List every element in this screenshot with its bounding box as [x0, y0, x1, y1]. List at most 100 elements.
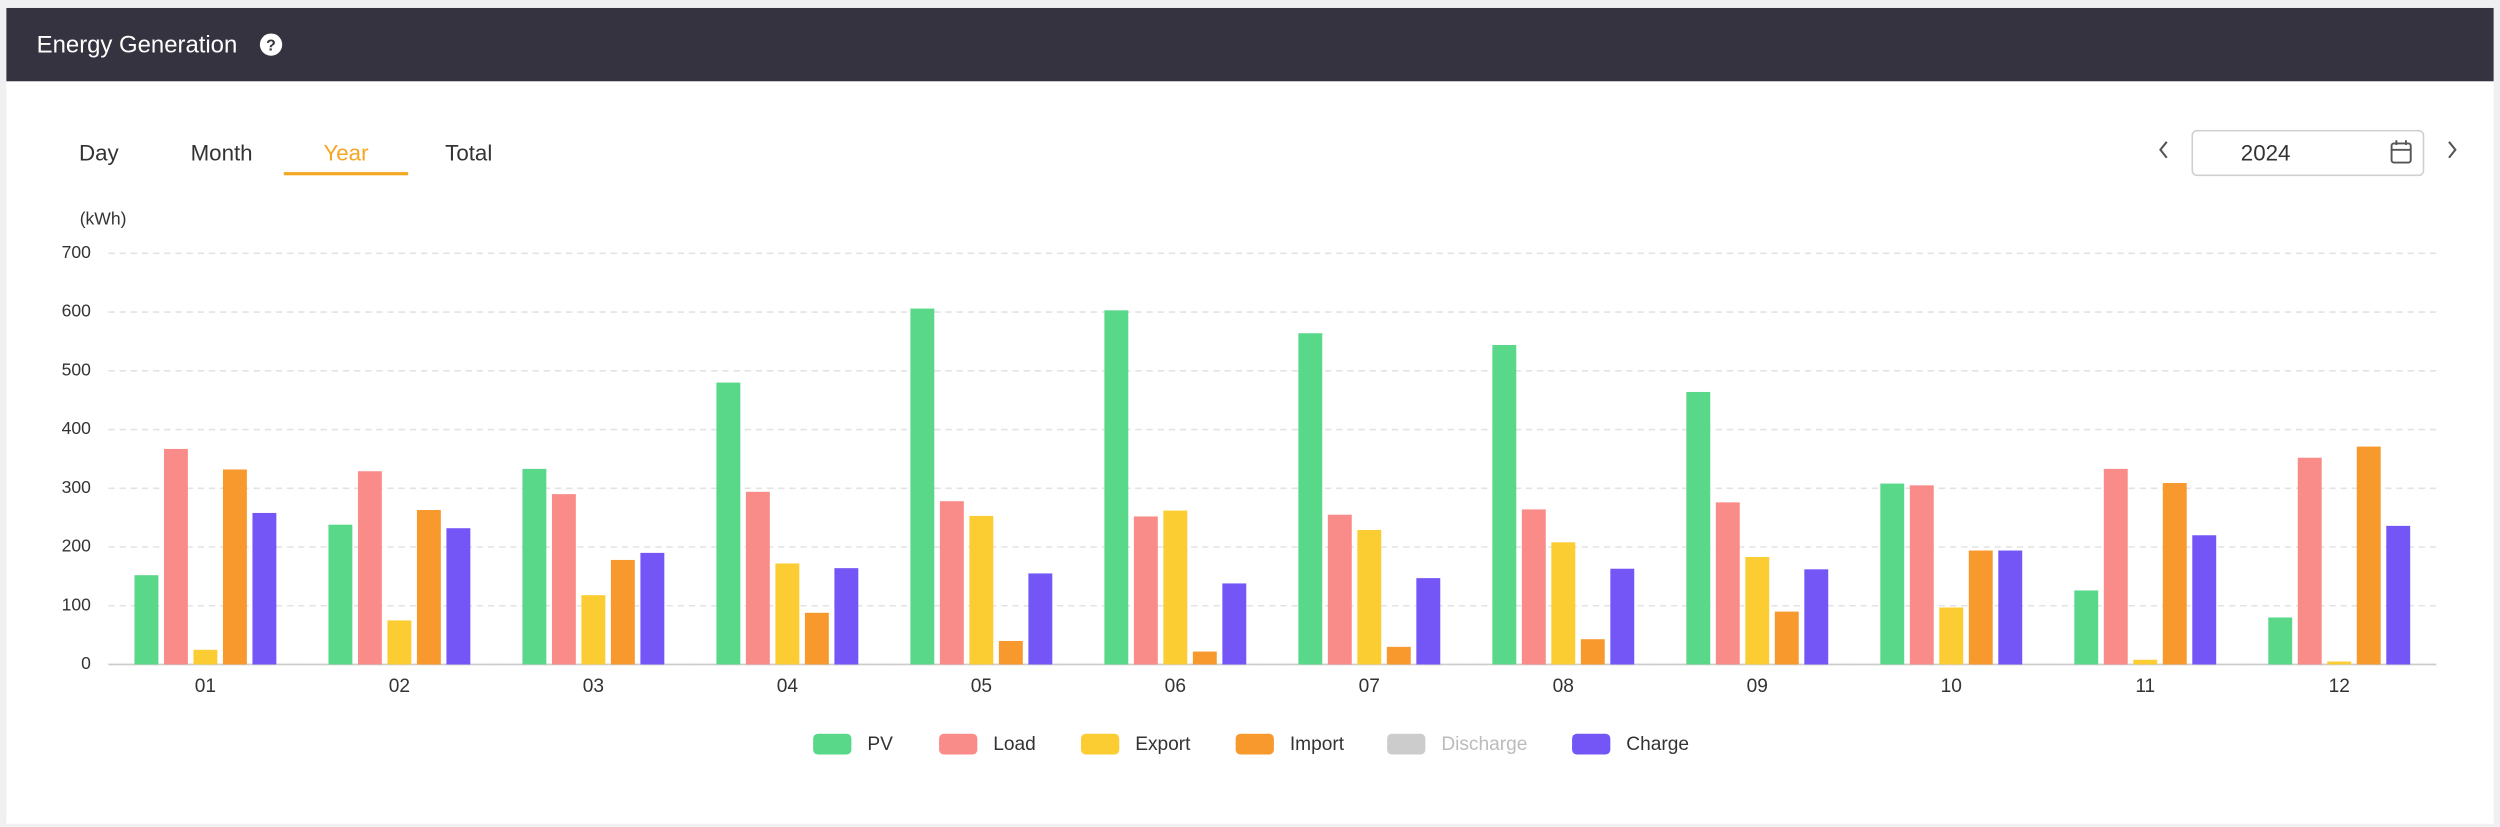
help-icon[interactable] — [259, 33, 283, 56]
bar — [2192, 535, 2217, 665]
bar — [745, 491, 770, 665]
bar — [716, 382, 741, 665]
legend-swatch[interactable] — [1080, 733, 1120, 755]
bar — [640, 552, 665, 665]
legend-label[interactable]: Discharge — [1441, 734, 1527, 755]
x-tick-label: 08 — [1553, 676, 1574, 697]
bar — [2268, 617, 2293, 665]
x-tick-label: 03 — [583, 676, 604, 697]
bar — [163, 448, 188, 665]
bar — [910, 308, 935, 665]
bar — [1298, 333, 1323, 665]
bar — [1880, 483, 1905, 665]
bar — [446, 528, 471, 665]
legend-swatch[interactable] — [813, 733, 852, 755]
bar — [1133, 516, 1158, 665]
y-tick-label: 300 — [62, 477, 91, 497]
bar — [1715, 502, 1740, 665]
bar — [2133, 659, 2158, 665]
y-tick-label: 200 — [62, 536, 91, 556]
y-tick-label: 600 — [62, 301, 91, 321]
bar — [1998, 550, 2023, 665]
legend-swatch[interactable] — [939, 733, 978, 755]
bar — [1745, 556, 1770, 665]
prev-arrow[interactable] — [2159, 141, 2168, 159]
legend-label[interactable]: Charge — [1626, 734, 1689, 755]
bar — [1939, 607, 1964, 665]
bar — [1104, 310, 1129, 665]
y-axis-unit: (kWh) — [80, 209, 127, 229]
bar — [2074, 590, 2099, 665]
bar — [998, 640, 1023, 665]
bar — [1521, 509, 1546, 665]
bar — [1327, 514, 1352, 665]
bar — [522, 468, 547, 665]
bar — [1804, 569, 1829, 665]
y-tick-label: 0 — [81, 653, 91, 673]
tabs: Day Month Year Total — [79, 140, 492, 176]
bar — [193, 649, 218, 665]
bar — [1774, 611, 1799, 665]
bar — [2297, 457, 2322, 665]
legend-swatch[interactable] — [1235, 733, 1274, 755]
chart: 0 100 200 300 400 500 600 700 01 02 03 04 05 06 07 08 09… — [62, 242, 2437, 755]
header-title: Energy Generation — [37, 32, 238, 59]
bar — [222, 469, 247, 665]
x-tick-label: 01 — [195, 676, 216, 697]
bar — [610, 559, 635, 665]
bar — [1416, 578, 1441, 665]
calendar-icon — [2390, 140, 2412, 164]
x-tick-label: 06 — [1165, 676, 1186, 697]
x-tick-label: 02 — [389, 676, 410, 697]
bar — [939, 501, 964, 665]
bar — [1551, 542, 1576, 665]
legend-swatch[interactable] — [1572, 733, 1611, 755]
x-tick-label: 04 — [777, 676, 799, 697]
bar — [969, 515, 994, 665]
bar — [328, 524, 353, 665]
bar — [1028, 573, 1053, 665]
bar — [2327, 661, 2352, 665]
x-tick-label: 12 — [2329, 676, 2350, 697]
bar — [581, 595, 606, 665]
bar — [2162, 482, 2187, 665]
x-tick-label: 05 — [971, 676, 992, 697]
legend-label[interactable]: Load — [993, 734, 1036, 755]
legend-label[interactable]: Import — [1290, 734, 1345, 755]
legend-label[interactable]: PV — [867, 734, 893, 755]
bar — [1192, 651, 1217, 665]
bar — [1686, 391, 1711, 665]
x-tick-label: 10 — [1941, 676, 1962, 697]
tab[interactable]: Day — [79, 140, 120, 165]
x-tick-label: 11 — [2135, 676, 2155, 697]
bar — [2386, 525, 2411, 665]
legend-swatch[interactable] — [1387, 733, 1426, 755]
bar — [357, 471, 382, 665]
next-arrow[interactable] — [2448, 141, 2457, 159]
x-tick-label: 09 — [1747, 676, 1768, 697]
bar — [551, 494, 576, 665]
tab[interactable]: Month — [191, 140, 253, 165]
header-bar — [6, 7, 2494, 82]
bar — [252, 512, 277, 665]
bar — [1968, 550, 1993, 665]
bar — [1610, 568, 1635, 665]
x-tick-label: 07 — [1359, 676, 1380, 697]
bar — [1163, 510, 1188, 665]
bar — [1386, 646, 1411, 665]
y-tick-label: 100 — [62, 594, 91, 614]
date-picker[interactable] — [2191, 129, 2425, 177]
bar — [1580, 639, 1605, 665]
tab-underline — [283, 172, 409, 176]
tab[interactable]: Total — [445, 140, 492, 165]
y-tick-label: 700 — [62, 242, 91, 262]
bar — [1357, 529, 1382, 665]
tab[interactable]: Year — [323, 140, 369, 165]
bar — [834, 568, 859, 665]
bar — [804, 612, 829, 665]
bar — [416, 510, 441, 665]
y-tick-label: 400 — [62, 418, 91, 438]
legend-label[interactable]: Export — [1135, 734, 1191, 755]
